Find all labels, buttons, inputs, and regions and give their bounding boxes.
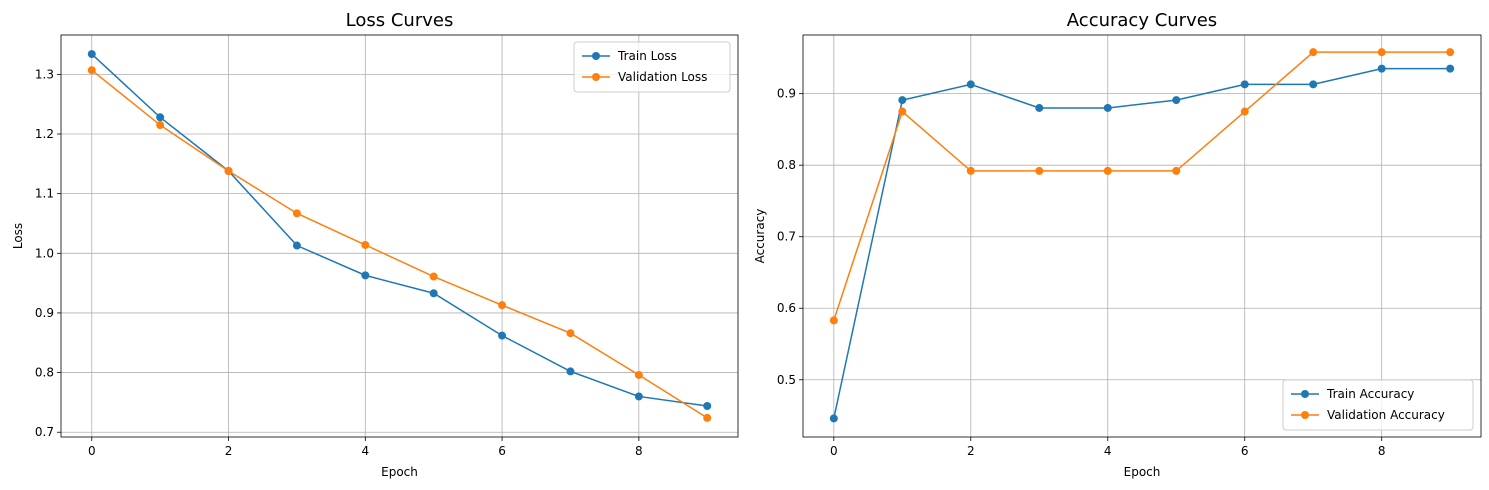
accuracy-series-0-point-9	[1446, 64, 1455, 73]
loss-series-1-point-3	[292, 209, 301, 218]
loss-series-0-point-1	[156, 113, 165, 122]
accuracy-y-tick-label-3: 0.8	[777, 158, 796, 172]
loss-series-0-point-9	[703, 401, 712, 410]
accuracy-series-0-point-7	[1309, 80, 1318, 89]
accuracy-legend-label-1: Validation Accuracy	[1327, 408, 1445, 422]
loss-y-tick-label-6: 1.3	[35, 67, 54, 81]
accuracy-chart-y-axis-label: Accuracy	[753, 209, 767, 264]
accuracy-y-tick-label-2: 0.7	[777, 230, 796, 244]
loss-series-0-point-3	[292, 241, 301, 250]
accuracy-series-0-line	[833, 67, 1451, 419]
loss-series-1-line	[91, 69, 708, 419]
accuracy-x-tick-label-3: 6	[1241, 444, 1249, 458]
accuracy-series-0-point-0	[829, 414, 838, 423]
accuracy-series-0-point-1	[898, 96, 907, 105]
accuracy-series-1-point-1	[898, 107, 907, 116]
loss-chart-title: Loss Curves	[346, 10, 454, 31]
loss-y-tick-label-5: 1.2	[35, 127, 54, 141]
loss-legend-label-0: Train Loss	[617, 49, 677, 63]
loss-series-0	[87, 50, 712, 410]
loss-plot-frame	[60, 34, 739, 438]
loss-legend-swatch-marker-0	[592, 52, 600, 60]
loss-x-tick-label-1: 2	[225, 444, 233, 458]
loss-series-0-point-6	[498, 331, 507, 340]
accuracy-series-1-point-5	[1172, 166, 1181, 175]
accuracy-legend-label-0: Train Accuracy	[1326, 387, 1414, 401]
loss-series-0-point-4	[361, 271, 370, 280]
loss-y-tick-label-1: 0.8	[35, 366, 54, 380]
accuracy-series-1-point-0	[829, 316, 838, 325]
accuracy-series-1-point-8	[1377, 48, 1386, 57]
loss-x-tick-label-2: 4	[361, 444, 369, 458]
loss-series-0-line	[91, 53, 708, 407]
loss-chart-x-axis-label: Epoch	[381, 465, 418, 479]
accuracy-series-1-point-2	[966, 166, 975, 175]
accuracy-y-tick-label-4: 0.9	[777, 87, 796, 101]
accuracy-legend-swatch-marker-1	[1301, 411, 1309, 419]
loss-series-0-point-8	[634, 392, 643, 401]
accuracy-series-0-point-5	[1172, 96, 1181, 105]
accuracy-y-tick-label-1: 0.6	[777, 301, 796, 315]
loss-y-tick-label-4: 1.1	[35, 187, 54, 201]
accuracy-chart-title: Accuracy Curves	[1067, 10, 1217, 31]
accuracy-series-0-point-6	[1240, 80, 1249, 89]
loss-series-1-point-2	[224, 166, 233, 175]
accuracy-y-tick-label-0: 0.5	[777, 373, 796, 387]
loss-x-tick-label-3: 6	[498, 444, 506, 458]
loss-series-1-point-5	[429, 272, 438, 281]
accuracy-series-1-point-6	[1240, 107, 1249, 116]
loss-series-0-point-0	[87, 50, 96, 59]
loss-series-1-point-9	[703, 413, 712, 422]
accuracy-chart: Accuracy Curves Epoch Accuracy 0 2 4 6 8 0.5 0…	[753, 10, 1482, 479]
loss-x-tick-label-0: 0	[88, 444, 96, 458]
loss-y-tick-label-3: 1.0	[35, 246, 54, 260]
loss-series-1-point-6	[498, 301, 507, 310]
accuracy-chart-x-axis-label: Epoch	[1124, 465, 1161, 479]
loss-series-1	[87, 66, 712, 422]
accuracy-series-0-point-3	[1035, 103, 1044, 112]
accuracy-x-tick-label-4: 8	[1378, 444, 1386, 458]
accuracy-series-0-point-2	[966, 80, 975, 89]
accuracy-series-1-point-9	[1446, 48, 1455, 57]
accuracy-x-tick-label-0: 0	[830, 444, 838, 458]
loss-series-1-point-0	[87, 66, 96, 75]
accuracy-grid	[803, 35, 1481, 437]
accuracy-legend-swatch-marker-0	[1301, 390, 1309, 398]
loss-chart-y-axis-label: Loss	[11, 223, 25, 249]
loss-chart: Loss Curves Epoch Loss 0 2 4 6 8 0.7 0.8 0.9 1.0…	[11, 10, 739, 479]
loss-series-1-point-1	[156, 121, 165, 130]
loss-legend: Train Loss Validation Loss	[573, 41, 731, 93]
loss-series-1-point-8	[634, 370, 643, 379]
accuracy-x-tick-label-2: 4	[1104, 444, 1112, 458]
loss-legend-swatch-marker-1	[592, 73, 600, 81]
loss-legend-label-1: Validation Loss	[618, 70, 707, 84]
accuracy-legend-box	[1282, 379, 1474, 431]
loss-y-tick-label-2: 0.9	[35, 306, 54, 320]
accuracy-plot-frame	[802, 34, 1482, 438]
loss-y-tick-label-0: 0.7	[35, 425, 54, 439]
loss-legend-box	[573, 41, 731, 93]
accuracy-series-0-point-8	[1377, 64, 1386, 73]
loss-x-tick-label-4: 8	[635, 444, 643, 458]
accuracy-series-0-point-4	[1103, 103, 1112, 112]
accuracy-series-1-point-4	[1103, 166, 1112, 175]
loss-series-1-point-7	[566, 329, 575, 338]
accuracy-series-1	[829, 48, 1455, 325]
accuracy-legend: Train Accuracy Validation Accuracy	[1282, 379, 1474, 431]
accuracy-series-0	[829, 64, 1455, 423]
loss-series-1-point-4	[361, 240, 370, 249]
accuracy-x-tick-label-1: 2	[967, 444, 975, 458]
accuracy-series-1-point-7	[1309, 48, 1318, 57]
accuracy-series-1-line	[833, 51, 1451, 321]
accuracy-series-1-point-3	[1035, 166, 1044, 175]
loss-series-0-point-5	[429, 289, 438, 298]
loss-series-0-point-7	[566, 367, 575, 376]
